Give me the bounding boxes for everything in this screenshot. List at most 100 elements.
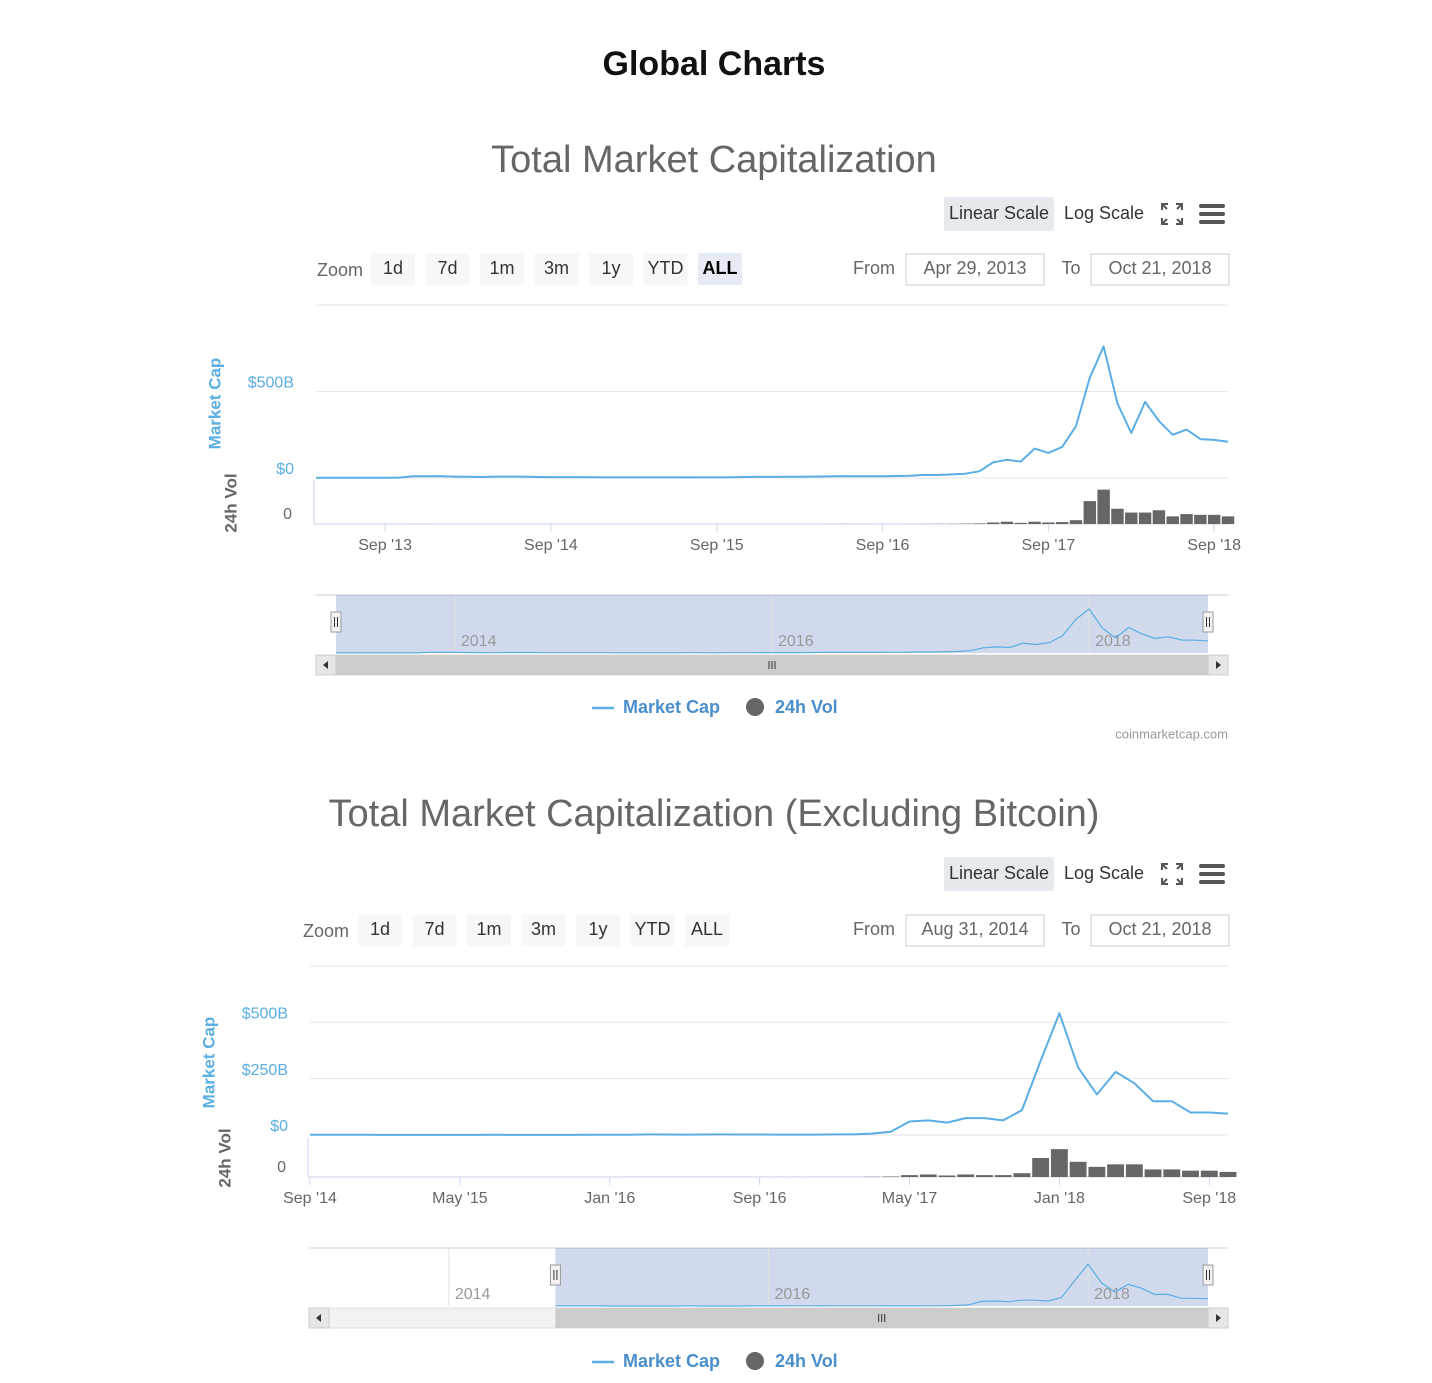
zoom-button-bg[interactable]: [521, 914, 566, 946]
fullscreen-icon[interactable]: [1176, 218, 1183, 225]
y-tick-label: $0: [270, 1118, 288, 1135]
zoom-button-bg[interactable]: [425, 253, 470, 285]
fullscreen-icon[interactable]: [1176, 863, 1183, 870]
scale-button[interactable]: Log Scale: [1064, 863, 1144, 883]
navigator-selection[interactable]: [555, 1248, 1208, 1306]
zoom-button-bg[interactable]: [576, 914, 620, 946]
fullscreen-icon[interactable]: [1161, 203, 1168, 210]
fullscreen-icon[interactable]: [1161, 878, 1168, 885]
zoom-button[interactable]: 1d: [383, 258, 403, 278]
volume-bar: [1219, 1171, 1237, 1177]
volume-bar: [976, 1175, 993, 1177]
zoom-button[interactable]: 1d: [370, 919, 390, 939]
legend-icon[interactable]: [746, 1352, 764, 1370]
scale-button-bg[interactable]: [944, 857, 1054, 891]
navigator-handle-grip[interactable]: [1206, 1270, 1210, 1280]
fullscreen-icon[interactable]: [1176, 878, 1183, 885]
y-axis-title: Market Cap: [205, 358, 224, 450]
volume-bar: [973, 523, 986, 524]
fullscreen-icon[interactable]: [1161, 863, 1168, 870]
zoom-button[interactable]: 1m: [476, 919, 501, 939]
zoom-button-bg[interactable]: [412, 914, 457, 946]
legend-label[interactable]: 24h Vol: [775, 697, 838, 717]
market-cap-line: [310, 1012, 1229, 1136]
to-input[interactable]: [1090, 914, 1230, 947]
from-input[interactable]: [905, 253, 1045, 286]
scrollbar-grip[interactable]: [768, 661, 776, 669]
zoom-label: Zoom: [303, 921, 349, 941]
scale-button[interactable]: Linear Scale: [949, 863, 1049, 883]
scale-button[interactable]: Log Scale: [1064, 203, 1144, 223]
scrollbar-arrow[interactable]: [323, 661, 328, 669]
volume-bar: [1180, 514, 1193, 524]
chart-title: Total Market Capitalization (Excluding B…: [329, 793, 1100, 835]
zoom-button[interactable]: 7d: [437, 258, 457, 278]
zoom-button[interactable]: 7d: [424, 919, 444, 939]
to-date[interactable]: Oct 21, 2018: [1108, 258, 1211, 278]
zoom-button-bg[interactable]: [589, 253, 633, 285]
zoom-button[interactable]: 3m: [531, 919, 556, 939]
navigator-label: 2016: [775, 1286, 811, 1303]
zoom-button-bg[interactable]: [698, 253, 742, 285]
zoom-button[interactable]: ALL: [703, 258, 738, 278]
zoom-button[interactable]: 1y: [588, 919, 607, 939]
volume-bar: [1125, 512, 1138, 524]
x-tick-label: Sep '16: [856, 537, 910, 554]
zoom-button-bg[interactable]: [630, 914, 675, 946]
legend-label[interactable]: Market Cap: [623, 1351, 720, 1371]
scale-button-bg[interactable]: [944, 197, 1054, 231]
scrollbar-arrow[interactable]: [316, 1314, 321, 1322]
navigator-handle[interactable]: [1202, 611, 1214, 633]
zoom-button[interactable]: ALL: [691, 919, 723, 939]
from-date[interactable]: Aug 31, 2014: [921, 919, 1028, 939]
zoom-button-bg[interactable]: [643, 253, 688, 285]
zoom-button-bg[interactable]: [534, 253, 579, 285]
credit[interactable]: coinmarketcap.com: [1115, 726, 1228, 741]
to-label: To: [1061, 258, 1080, 278]
zoom-button[interactable]: 1y: [601, 258, 620, 278]
fullscreen-icon[interactable]: [1176, 203, 1183, 210]
navigator-handle[interactable]: [1202, 1264, 1214, 1286]
zoom-button[interactable]: 1m: [489, 258, 514, 278]
volume-bar: [1083, 501, 1097, 524]
zoom-button-bg[interactable]: [467, 914, 511, 946]
volume-bar: [1144, 1169, 1162, 1177]
scrollbar-arrow[interactable]: [1216, 661, 1221, 669]
navigator-label: 2018: [1095, 633, 1131, 650]
navigator-handle[interactable]: [330, 611, 342, 633]
volume-bar: [1014, 522, 1027, 524]
y-tick-label: $0: [276, 461, 294, 478]
scrollbar-arrow[interactable]: [1216, 1314, 1221, 1322]
volume-bar: [1166, 516, 1179, 524]
to-input[interactable]: [1090, 253, 1230, 286]
to-date[interactable]: Oct 21, 2018: [1108, 919, 1211, 939]
x-tick-label: Sep '15: [690, 537, 744, 554]
x-tick-label: May '17: [882, 1190, 938, 1207]
fullscreen-icon[interactable]: [1161, 218, 1168, 225]
from-input[interactable]: [905, 914, 1045, 947]
zoom-label: Zoom: [317, 260, 363, 280]
legend-icon[interactable]: [746, 698, 764, 716]
legend-label[interactable]: 24h Vol: [775, 1351, 838, 1371]
legend-label[interactable]: Market Cap: [623, 697, 720, 717]
scale-button[interactable]: Linear Scale: [949, 203, 1049, 223]
navigator-handle-grip[interactable]: [553, 1270, 558, 1280]
volume-bar: [901, 1175, 918, 1177]
zoom-button-bg[interactable]: [371, 253, 415, 285]
navigator-handle-grip[interactable]: [1206, 617, 1210, 627]
volume-bar: [938, 1175, 956, 1177]
from-date[interactable]: Apr 29, 2013: [923, 258, 1026, 278]
x-tick-label: Sep '13: [358, 537, 412, 554]
volume-bar: [1013, 1173, 1031, 1177]
zoom-button[interactable]: YTD: [635, 919, 671, 939]
zoom-button-bg[interactable]: [358, 914, 402, 946]
x-tick-label: Sep '14: [283, 1190, 337, 1207]
zoom-button[interactable]: YTD: [648, 258, 684, 278]
scrollbar-grip[interactable]: [878, 1314, 886, 1322]
navigator-handle[interactable]: [549, 1264, 561, 1286]
navigator-handle-grip[interactable]: [334, 617, 338, 627]
zoom-button[interactable]: 3m: [544, 258, 569, 278]
zoom-button-bg[interactable]: [480, 253, 524, 285]
zoom-button-bg[interactable]: [685, 914, 729, 946]
volume-bar: [1163, 1169, 1181, 1177]
